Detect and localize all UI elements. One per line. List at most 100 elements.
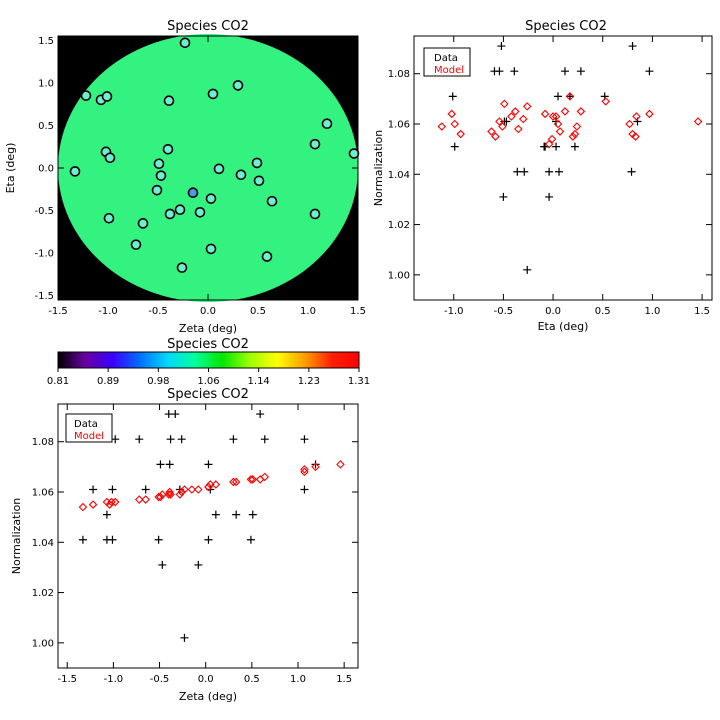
zeta-legend-box xyxy=(65,413,113,443)
eta-x-tick-label: 0.5 xyxy=(595,306,611,317)
map-x-tick-label: 1.0 xyxy=(300,306,316,317)
zeta-points xyxy=(78,410,345,642)
map-points xyxy=(69,37,360,273)
map-marker xyxy=(101,91,113,102)
eta-model-point xyxy=(625,119,634,129)
zeta-data-point xyxy=(166,435,175,444)
zeta-y-tick-label: 1.00 xyxy=(32,638,54,649)
eta-model-point xyxy=(576,107,586,116)
eta-legend: Data Model xyxy=(423,47,471,77)
eta-x-tick-label: 1.0 xyxy=(644,306,660,317)
map-marker xyxy=(163,95,175,107)
zeta-data-point xyxy=(156,460,165,469)
eta-model-point xyxy=(450,119,460,129)
eta-model-point xyxy=(632,112,641,121)
zeta-data-point xyxy=(229,435,238,444)
zeta-data-point xyxy=(300,435,309,444)
zeta-legend-data: Data xyxy=(74,419,98,430)
map-y-ticks: -1.5 -1.0 -0.5 0.0 0.5 1.0 1.5 xyxy=(34,36,358,302)
zeta-legend: Data Model xyxy=(65,413,113,443)
zeta-model-point xyxy=(300,465,309,474)
eta-model-point xyxy=(487,127,496,136)
eta-data-point xyxy=(497,42,506,51)
eta-x-ticks: -1.0 -0.5 0.0 0.5 1.0 1.5 xyxy=(444,36,710,317)
eta-y-tick-label: 1.02 xyxy=(388,220,410,231)
map-marker xyxy=(162,143,174,155)
zeta-data-point xyxy=(171,410,180,419)
map-marker xyxy=(80,90,92,101)
zeta-data-point xyxy=(154,535,163,544)
eta-model-point xyxy=(570,129,580,139)
zeta-model-point xyxy=(166,490,175,499)
zeta-x-tick-label: -1.0 xyxy=(104,674,124,685)
colorbar-tick-label: 0.89 xyxy=(97,376,119,387)
map-y-tick-label: 0.5 xyxy=(38,121,54,132)
zeta-y-tick-label: 1.08 xyxy=(32,437,54,448)
eta-model-point xyxy=(511,107,520,116)
map-y-tick-label: -0.5 xyxy=(34,206,54,217)
map-x-axis-label: Zeta (deg) xyxy=(179,322,237,335)
map-marker xyxy=(261,251,273,262)
zeta-y-ticks: 1.00 1.02 1.04 1.06 1.08 xyxy=(32,437,358,649)
zeta-x-tick-label: -0.5 xyxy=(150,674,170,685)
zeta-data-point xyxy=(141,485,150,494)
eta-data-point xyxy=(645,67,654,76)
eta-model-point xyxy=(507,112,516,121)
zeta-model-point xyxy=(194,485,203,494)
zeta-model-point xyxy=(177,487,186,497)
eta-y-axis-label: Normalization xyxy=(372,130,385,206)
zeta-data-point xyxy=(256,410,265,419)
zeta-model-point xyxy=(260,472,270,482)
map-title: Species CO2 xyxy=(167,19,249,34)
zeta-data-point xyxy=(158,560,167,569)
zeta-model-point xyxy=(110,497,120,507)
eta-data-point xyxy=(510,67,519,76)
eta-legend-model: Model xyxy=(434,65,464,76)
map-marker xyxy=(321,118,333,130)
eta-model-point xyxy=(437,122,447,131)
zeta-data-point xyxy=(89,485,98,494)
eta-model-point xyxy=(601,97,610,106)
map-x-tick-label: -1.0 xyxy=(98,306,118,317)
eta-model-point xyxy=(500,99,509,109)
eta-data-point xyxy=(523,265,532,274)
zeta-model-point xyxy=(246,475,256,484)
map-marker xyxy=(207,88,219,100)
eta-model-point xyxy=(548,112,558,121)
map-marker xyxy=(187,187,199,198)
eta-model-point xyxy=(518,114,528,124)
map-marker xyxy=(205,193,217,204)
map-marker xyxy=(130,239,142,250)
map-marker xyxy=(266,195,278,207)
eta-model-point xyxy=(645,109,654,119)
eta-x-tick-label: -1.0 xyxy=(444,306,464,317)
map-disk xyxy=(58,34,358,302)
map-marker xyxy=(309,208,321,220)
eta-y-tick-label: 1.04 xyxy=(388,170,410,181)
map-x-tick-label: -1.5 xyxy=(48,306,68,317)
zeta-model-point xyxy=(165,487,174,497)
eta-data-point xyxy=(560,67,569,76)
map-marker xyxy=(194,206,206,218)
eta-data-point xyxy=(552,142,561,151)
map-marker xyxy=(213,163,225,175)
eta-y-tick-label: 1.06 xyxy=(388,120,410,131)
eta-data-point xyxy=(520,167,529,176)
eta-data-point xyxy=(502,117,511,126)
map-x-tick-label: 0.0 xyxy=(200,306,216,317)
zeta-model-point xyxy=(156,492,165,502)
eta-normalization-panel: Species CO2 -1.0 -0.5 0.0 0.5 1.0 1.5 1.001.0… xyxy=(372,19,713,333)
zeta-x-tick-label: 1.5 xyxy=(336,674,352,685)
zeta-legend-model: Model xyxy=(74,431,104,442)
map-marker xyxy=(253,175,265,187)
map-marker xyxy=(174,204,186,216)
map-marker xyxy=(103,212,115,224)
eta-x-tick-label: -0.5 xyxy=(494,306,514,317)
zeta-y-tick-label: 1.02 xyxy=(32,588,54,599)
map-marker xyxy=(69,166,81,177)
eta-model-point xyxy=(495,117,504,126)
eta-model-point xyxy=(456,129,465,139)
zeta-model-point xyxy=(229,477,238,487)
eta-data-point xyxy=(570,142,579,151)
